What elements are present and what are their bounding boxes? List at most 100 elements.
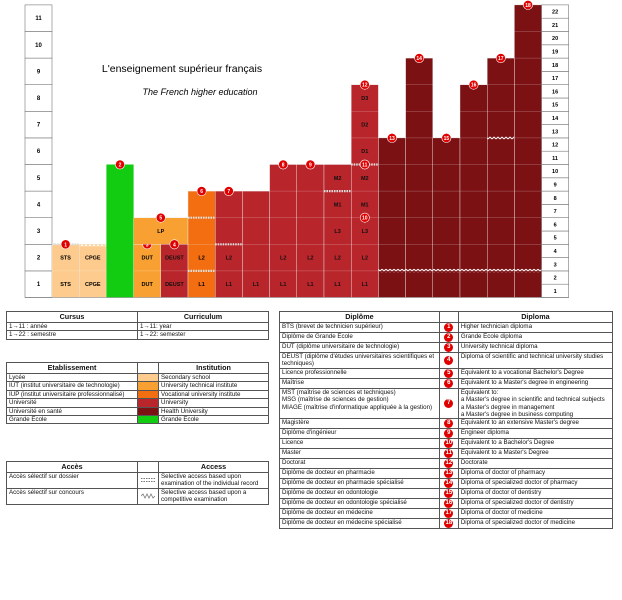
bar-label: DEUST [165,256,184,262]
left-axis-cell [24,4,53,32]
diplome-cell: Diplôme de docteur en pharmacie [279,468,440,480]
bar-label: M1 [334,202,342,208]
diplome-cell: Magistère [279,418,440,430]
diplome-cell: Diplôme de Grande Ecole [279,332,440,343]
semester-label: 10 [552,169,558,175]
marker-dot [359,79,370,90]
bar-label: DUT [142,256,154,262]
bar-label: M2 [334,176,342,182]
marker-number: 3 [146,242,149,248]
marker-dot [468,79,479,90]
etablissement-cell: Lycée [6,372,138,383]
bar-label: L3 [362,229,368,235]
table-row: Accès sélectif sur dossier Selective acce… [6,472,269,489]
marker-number: 15 [444,136,450,142]
bar-label: L1 [253,282,259,288]
marker-dot [414,53,425,63]
marker-number: 12 [362,83,368,89]
bar-iup [187,190,216,298]
concours-access-mark [460,268,488,273]
diploma-cell: Higher technician diploma [457,322,614,333]
right-axis-cell [541,4,569,19]
marker-number: 9 [309,163,312,169]
table-row: 1→22 : semestre 1→22: semester [6,330,269,340]
marker-dot: 15 [444,489,454,499]
institution-cell: Health University [158,406,269,417]
diplome-cell: Maîtrise [279,377,440,389]
marker-dot: 12 [444,459,454,469]
bar-label: DEUST [165,282,184,288]
diploma-number: 14 [438,478,459,490]
bar-grande_ecole [106,164,134,298]
semester-label: 12 [552,143,558,149]
concours-access-mark [79,242,107,247]
semester-label: 3 [554,262,557,268]
left-axis-cell [24,190,53,219]
access-header: Access [158,461,269,473]
marker-number: 18 [525,3,531,9]
semester-label: 4 [554,249,558,255]
marker-dot [169,239,180,250]
bar-label: L1 [334,282,340,288]
diploma-cell: Doctorate [457,458,614,470]
diploma-cell: Equivalent to a Master's Degree [457,448,614,460]
diploma-number: 17 [438,508,459,520]
bar-label: D1 [361,149,368,155]
marker-number: 5 [159,216,162,222]
bar-univ [323,164,352,298]
diplome-cell: Diplôme de docteur en pharmacie spéciali… [279,478,440,490]
cursus-cell: 1→22 : semestre [6,330,138,340]
diploma-cell: University technical diploma [457,342,614,353]
semester-label: 19 [552,49,558,55]
diploma-number: 18 [438,518,459,530]
table-row: Grande Ecole Grande Ecole [6,415,269,425]
table-row: Master 11 Equivalent to a Master's Degree [279,448,614,460]
year-label: 10 [35,43,42,49]
marker-dot [196,186,207,196]
curriculum-header: Curriculum [137,311,269,323]
curriculum-cell: 1→11: year [137,321,269,332]
color-swatch [137,415,159,425]
concours-access-mark [487,135,515,140]
table-row: Diplôme de docteur en odontologie 15 Diplo… [279,488,614,500]
concours-access-mark [405,268,433,273]
marker-dot: 17 [444,509,454,519]
marker-dot [115,159,125,170]
diploma-cell: Diploma of specialized doctor of dentist… [457,498,614,510]
diploma-number: 9 [438,428,459,440]
year-label: 6 [37,149,41,155]
marker-dot: 6 [444,378,454,388]
diploma-cell: Equivalent to a Bachelor's Degree [457,438,614,450]
diplome-cell: Master [279,448,440,460]
diploma-number: 3 [438,342,459,353]
diploma-cell: Equivalent to a Master's degree in engin… [457,377,614,389]
diplome-cell: Doctorat [279,458,440,470]
diplome-cell: Licence [279,438,440,450]
left-axis-cell [24,111,53,139]
bar-label: L1 [362,282,368,288]
institution-cell: University [158,398,269,408]
diplome-cell: Diplôme de docteur en odontologie spécia… [279,498,440,510]
marker-number: 17 [498,56,504,62]
dossier-symbol-icon [137,472,159,489]
marker-dot [155,212,166,223]
table-row: Magistère 8 Equivalent to an extensive Mas… [279,418,614,430]
etablissement-table: Etablissement Institution Lycée Secondary… [6,362,269,425]
diplome-cell: Licence professionnelle [279,367,440,379]
marker-dot [523,0,533,10]
table-row: Diplôme d'ingénieur 9 Engineer diploma [279,428,614,440]
curriculum-cell: 1→22: semester [137,330,269,340]
table-row: DEUST (diplôme d'études universitaires s… [279,352,614,369]
marker-dot: 9 [444,429,454,439]
diplome-cell: Diplôme de docteur en médecine spécialis… [279,518,440,530]
table-row: Accès sélectif sur concours Selective acc… [6,487,269,505]
institution-cell: Vocational university institute [158,389,269,400]
table-row: Université University [6,398,269,408]
etablissement-cell: Université en santé [6,406,138,417]
marker-dot [359,212,370,223]
year-label: 3 [37,229,41,235]
acces-cell: Accès sélectif sur dossier [6,472,138,489]
diploma-number: 6 [438,377,459,389]
year-label: 7 [37,123,41,129]
semester-label: 18 [552,63,558,69]
